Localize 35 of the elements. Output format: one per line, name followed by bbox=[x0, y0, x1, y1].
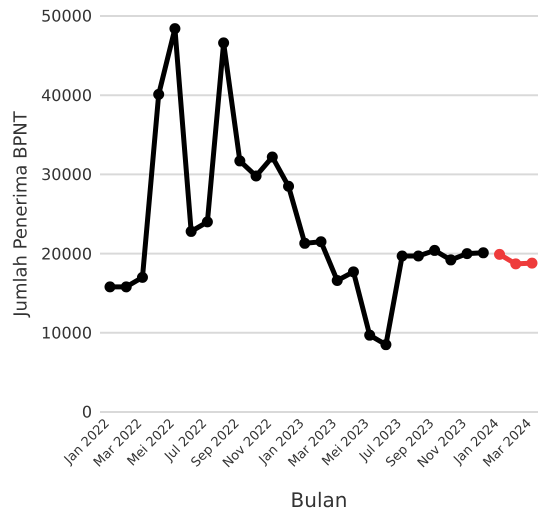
y-axis-title: Jumlah Penerima BPNT bbox=[10, 110, 32, 318]
point bbox=[462, 248, 473, 260]
x-axis-title: Bulan bbox=[290, 488, 348, 512]
point bbox=[266, 151, 278, 162]
point bbox=[153, 88, 164, 100]
point bbox=[250, 170, 262, 182]
point bbox=[510, 258, 522, 270]
point bbox=[396, 250, 408, 262]
point bbox=[104, 281, 116, 292]
y-tick-label: 40000 bbox=[41, 86, 92, 105]
point bbox=[120, 281, 132, 292]
y-tick-label: 50000 bbox=[41, 6, 92, 26]
point bbox=[234, 155, 246, 166]
point bbox=[429, 244, 440, 256]
point bbox=[218, 37, 230, 48]
point bbox=[186, 226, 197, 237]
point bbox=[169, 23, 180, 34]
y-tick-label: 30000 bbox=[41, 165, 92, 184]
point bbox=[494, 248, 506, 260]
point bbox=[299, 238, 310, 249]
point bbox=[380, 339, 392, 350]
point bbox=[202, 216, 213, 228]
point bbox=[526, 258, 538, 269]
point bbox=[136, 272, 148, 283]
point bbox=[332, 275, 343, 286]
point bbox=[348, 266, 359, 278]
point bbox=[478, 247, 489, 258]
point bbox=[445, 254, 456, 266]
point bbox=[412, 250, 424, 262]
y-tick-label: 10000 bbox=[41, 323, 92, 342]
point bbox=[364, 330, 376, 341]
point bbox=[283, 180, 294, 192]
y-tick-label: 0 bbox=[82, 402, 92, 422]
point bbox=[316, 236, 326, 248]
y-tick-label: 20000 bbox=[41, 244, 92, 264]
